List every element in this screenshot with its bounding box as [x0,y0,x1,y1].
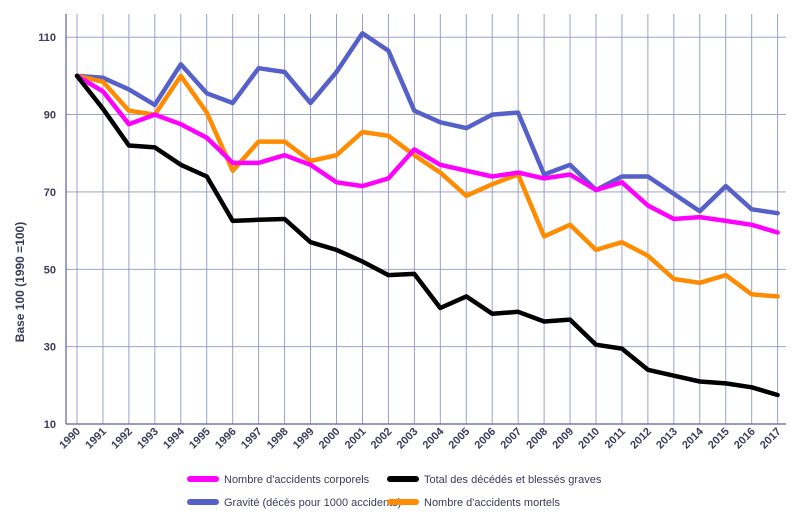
x-tick-label: 1991 [83,426,109,452]
x-tick-label: 2010 [576,426,602,452]
x-tick-label: 2004 [421,425,447,451]
legend-label-2: Gravité (décès pour 1000 accidents) [224,497,401,509]
x-tick-label: 1999 [291,426,317,452]
legend-label-1: Total des décédés et blessés graves [424,474,602,486]
x-tick-label: 1990 [57,426,83,452]
y-tick-label: 70 [44,187,56,199]
x-tick-label: 2008 [524,426,550,452]
series-line-1 [74,73,780,398]
y-tick-label: 30 [44,342,56,354]
x-tick-label: 1992 [109,426,135,452]
x-tick-label: 1994 [161,425,187,451]
legend: Nombre d'accidents corporels Total des dé… [187,474,602,509]
series-line-2 [74,31,780,216]
x-tick-label: 2002 [369,426,395,452]
x-tick-label: 1996 [213,426,239,452]
y-tick-label: 10 [44,419,56,431]
x-tick-label: 2016 [732,426,758,452]
x-tick-label: 1997 [239,426,265,452]
x-tick-label: 2011 [603,426,628,451]
x-tick-label: 2013 [654,426,680,452]
x-tick-label: 1993 [135,426,161,452]
x-tick-label: 2005 [447,426,473,452]
series-line-3 [74,73,780,299]
x-tick-label: 2017 [758,426,784,452]
x-tick-label: 2015 [706,426,732,452]
y-axis-label: Base 100 (1990 =100) [13,222,27,342]
series-line-0 [74,73,780,235]
x-tick-label: 2012 [628,426,654,452]
x-tick-label: 1998 [265,426,291,452]
y-tick-label: 90 [44,110,56,122]
y-tick-label: 50 [44,264,56,276]
x-tick-label: 2009 [550,426,576,452]
y-tick-label: 110 [38,32,56,44]
legend-label-3: Nombre d'accidents mortels [424,497,560,509]
x-tick-label: 2001 [343,426,369,452]
legend-label-0: Nombre d'accidents corporels [224,474,370,486]
x-tick-label: 2000 [317,426,343,452]
x-tick-label: 2006 [473,426,499,452]
x-tick-label: 1995 [187,426,213,452]
series-lines [74,31,780,398]
x-tick-label: 2014 [680,425,706,451]
x-tick-label: 2007 [498,426,524,452]
x-tick-label: 2003 [395,426,421,452]
